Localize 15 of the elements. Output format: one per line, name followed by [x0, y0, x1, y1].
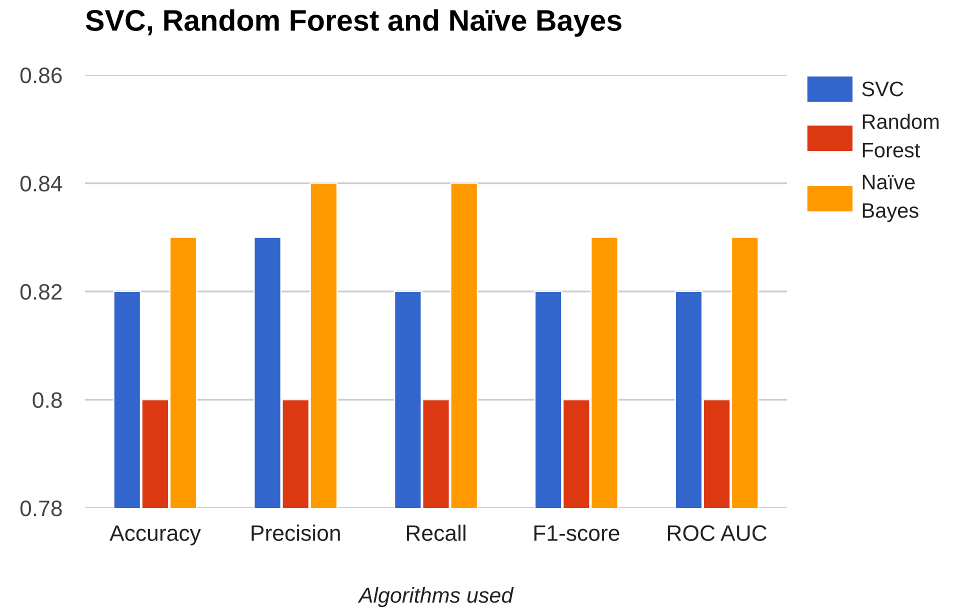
- y-tick-label: 0.86: [20, 68, 62, 84]
- y-tick-label: 0.78: [20, 500, 62, 516]
- x-axis-title: Algorithms used: [358, 587, 514, 608]
- y-tick-label: 0.82: [20, 284, 62, 300]
- y-tick-label: 0.8: [32, 392, 62, 408]
- y-tick-label: 0.84: [20, 176, 62, 192]
- legend-label: Random Forest: [862, 114, 939, 158]
- x-tick-label: F1-score: [534, 525, 620, 541]
- x-tick-label: Precision: [252, 524, 340, 541]
- legend-label: Naïve Bayes: [862, 174, 918, 222]
- chart-title: SVC, Random Forest and Naïve Bayes: [86, 9, 622, 37]
- legend-label: SVC: [862, 82, 904, 96]
- x-tick-label: Recall: [406, 524, 466, 541]
- x-tick-label: Accuracy: [110, 525, 201, 546]
- x-tick-label: ROC AUC: [668, 525, 767, 541]
